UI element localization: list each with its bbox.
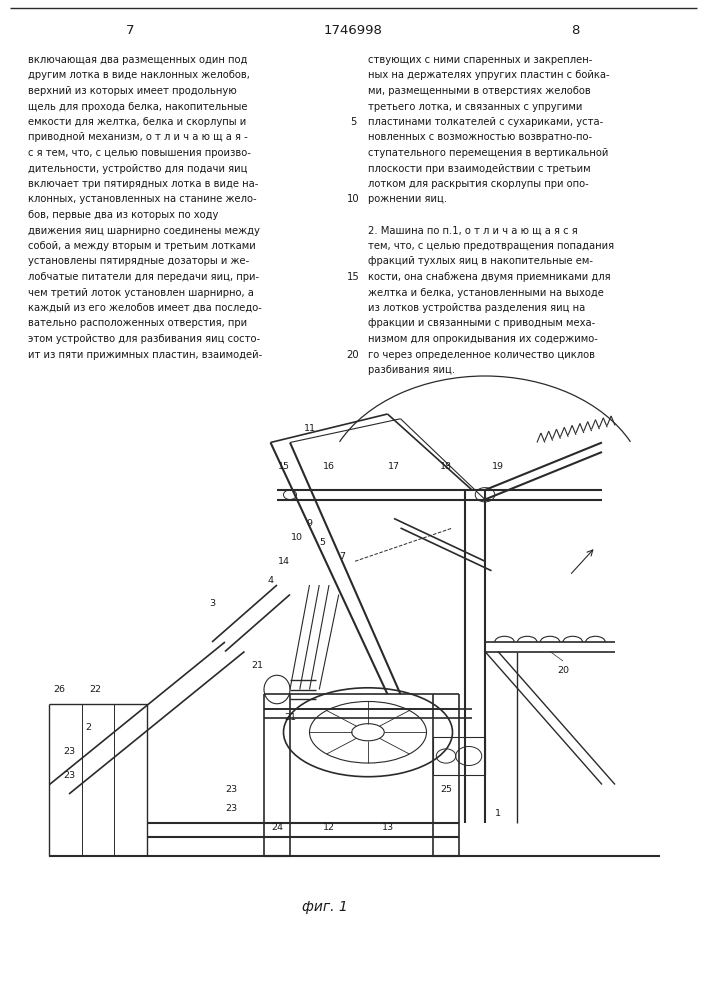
Text: 20: 20 (557, 666, 569, 675)
Text: ступательного перемещения в вертикальной: ступательного перемещения в вертикальной (368, 148, 609, 158)
Text: 25: 25 (440, 785, 452, 794)
Text: 3: 3 (209, 599, 215, 608)
Text: ми, размещенными в отверстиях желобов: ми, размещенными в отверстиях желобов (368, 86, 591, 96)
Text: 1746998: 1746998 (324, 23, 382, 36)
Text: клонных, установленных на станине жело-: клонных, установленных на станине жело- (28, 194, 257, 205)
Text: рожнении яиц.: рожнении яиц. (368, 194, 447, 205)
Text: 9: 9 (307, 519, 312, 528)
Text: верхний из которых имеет продольную: верхний из которых имеет продольную (28, 86, 237, 96)
Text: 7: 7 (339, 552, 345, 561)
Text: этом устройство для разбивания яиц состо-: этом устройство для разбивания яиц состо… (28, 334, 260, 344)
Text: 23: 23 (63, 747, 75, 756)
Text: ит из пяти прижимных пластин, взаимодей-: ит из пяти прижимных пластин, взаимодей- (28, 350, 262, 360)
Text: бов, первые два из которых по ходу: бов, первые два из которых по ходу (28, 210, 218, 220)
Text: 26: 26 (53, 685, 65, 694)
Text: из лотков устройства разделения яиц на: из лотков устройства разделения яиц на (368, 303, 585, 313)
Text: дительности, устройство для подачи яиц: дительности, устройство для подачи яиц (28, 163, 247, 174)
Text: фиг. 1: фиг. 1 (302, 900, 348, 914)
Text: с я тем, что, с целью повышения произво-: с я тем, что, с целью повышения произво- (28, 148, 251, 158)
Text: 22: 22 (89, 685, 101, 694)
Text: емкости для желтка, белка и скорлупы и: емкости для желтка, белка и скорлупы и (28, 117, 246, 127)
Text: 2: 2 (86, 723, 91, 732)
Text: 20: 20 (346, 350, 359, 360)
Text: 13: 13 (382, 823, 394, 832)
Text: ных на держателях упругих пластин с бойка-: ных на держателях упругих пластин с бойк… (368, 70, 609, 81)
Text: желтка и белка, установленными на выходе: желтка и белка, установленными на выходе (368, 288, 604, 298)
Text: 5: 5 (320, 538, 325, 547)
Text: лотком для раскрытия скорлупы при опо-: лотком для раскрытия скорлупы при опо- (368, 179, 589, 189)
Text: новленных с возможностью возвратно-по-: новленных с возможностью возвратно-по- (368, 132, 592, 142)
Text: каждый из его желобов имеет два последо-: каждый из его желобов имеет два последо- (28, 303, 262, 313)
Text: приводной механизм, о т л и ч а ю щ а я -: приводной механизм, о т л и ч а ю щ а я … (28, 132, 247, 142)
Text: щель для прохода белка, накопительные: щель для прохода белка, накопительные (28, 102, 247, 111)
Text: 23: 23 (63, 770, 75, 780)
Text: третьего лотка, и связанных с упругими: третьего лотка, и связанных с упругими (368, 102, 583, 111)
Text: 8: 8 (571, 23, 579, 36)
Text: включает три пятирядных лотка в виде на-: включает три пятирядных лотка в виде на- (28, 179, 258, 189)
Text: 24: 24 (271, 823, 283, 832)
Text: 7: 7 (126, 23, 134, 36)
Text: плоскости при взаимодействии с третьим: плоскости при взаимодействии с третьим (368, 163, 590, 174)
Text: фракций тухлых яиц в накопительные ем-: фракций тухлых яиц в накопительные ем- (368, 256, 593, 266)
Text: пластинами толкателей с сухариками, уста-: пластинами толкателей с сухариками, уста… (368, 117, 603, 127)
Text: движения яиц шарнирно соединены между: движения яиц шарнирно соединены между (28, 226, 260, 235)
Text: чем третий лоток установлен шарнирно, а: чем третий лоток установлен шарнирно, а (28, 288, 254, 298)
Text: 14: 14 (278, 557, 289, 566)
Text: вательно расположенных отверстия, при: вательно расположенных отверстия, при (28, 318, 247, 328)
Text: 19: 19 (492, 462, 504, 471)
Text: 5: 5 (350, 117, 356, 127)
Text: 15: 15 (278, 462, 289, 471)
Text: 4: 4 (267, 576, 274, 585)
Text: включающая два размещенных один под: включающая два размещенных один под (28, 55, 247, 65)
Text: 18: 18 (440, 462, 452, 471)
Text: 10: 10 (291, 533, 303, 542)
Text: 11: 11 (303, 424, 315, 433)
Text: низмом для опрокидывания их содержимо-: низмом для опрокидывания их содержимо- (368, 334, 598, 344)
Text: собой, а между вторым и третьим лотками: собой, а между вторым и третьим лотками (28, 241, 256, 251)
Text: кости, она снабжена двумя приемниками для: кости, она снабжена двумя приемниками дл… (368, 272, 611, 282)
Text: 12: 12 (323, 823, 335, 832)
Text: 16: 16 (323, 462, 335, 471)
Text: другим лотка в виде наклонных желобов,: другим лотка в виде наклонных желобов, (28, 70, 250, 81)
Text: установлены пятирядные дозаторы и же-: установлены пятирядные дозаторы и же- (28, 256, 250, 266)
Text: 1: 1 (495, 808, 501, 818)
Text: 2. Машина по п.1, о т л и ч а ю щ а я с я: 2. Машина по п.1, о т л и ч а ю щ а я с … (368, 226, 578, 235)
Text: ствующих с ними спаренных и закреплен-: ствующих с ними спаренных и закреплен- (368, 55, 592, 65)
Text: тем, что, с целью предотвращения попадания: тем, что, с целью предотвращения попадан… (368, 241, 614, 251)
Text: 21: 21 (284, 714, 296, 722)
Text: разбивания яиц.: разбивания яиц. (368, 365, 455, 375)
Text: 23: 23 (226, 804, 238, 813)
Text: 10: 10 (346, 194, 359, 205)
Text: лобчатые питатели для передачи яиц, при-: лобчатые питатели для передачи яиц, при- (28, 272, 259, 282)
Text: 23: 23 (226, 785, 238, 794)
Text: 15: 15 (346, 272, 359, 282)
Text: 21: 21 (252, 661, 264, 670)
Text: 17: 17 (388, 462, 400, 471)
Text: фракции и связанными с приводным меха-: фракции и связанными с приводным меха- (368, 318, 595, 328)
Text: го через определенное количество циклов: го через определенное количество циклов (368, 350, 595, 360)
